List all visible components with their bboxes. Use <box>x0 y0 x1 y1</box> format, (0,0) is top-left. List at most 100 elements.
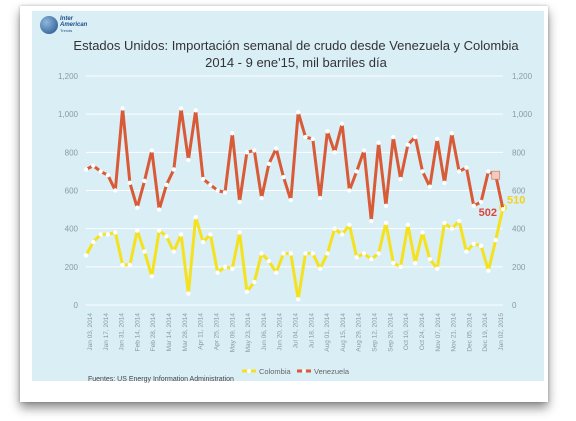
data-point-colombia <box>295 297 301 302</box>
data-point-colombia <box>237 230 242 235</box>
legend-marker <box>302 369 306 373</box>
last-value-label-venezuela: 502 <box>479 207 497 219</box>
data-point-venezuela <box>310 136 315 142</box>
data-point-colombia <box>105 232 111 237</box>
data-point-colombia <box>464 249 469 254</box>
data-point-venezuela <box>215 188 220 193</box>
data-point-colombia <box>376 251 381 256</box>
x-tick-label: Nov 07, 2014 <box>435 313 442 352</box>
data-point-venezuela <box>230 131 235 136</box>
x-tick-label: May 23, 2014 <box>245 313 252 353</box>
data-point-colombia <box>230 266 235 271</box>
data-point-colombia <box>478 243 484 249</box>
y-tick-label-left: 1,000 <box>58 110 79 119</box>
data-point-venezuela <box>398 176 403 182</box>
data-point-venezuela <box>471 203 476 208</box>
x-tick-label: Aug 01, 2014 <box>324 313 331 352</box>
data-point-colombia <box>493 237 498 243</box>
x-tick-label: Jul 04, 2014 <box>293 313 300 349</box>
x-tick-label: Feb 28, 2014 <box>150 313 157 352</box>
data-point-colombia <box>486 268 491 273</box>
data-point-colombia <box>222 264 228 270</box>
data-point-venezuela <box>259 195 264 201</box>
data-point-venezuela <box>244 150 250 155</box>
y-tick-label-left: 600 <box>65 187 79 196</box>
data-point-colombia <box>186 291 191 296</box>
data-point-venezuela <box>486 169 491 174</box>
data-point-venezuela <box>361 148 367 153</box>
chart-title: Estados Unidos: Importación semanal de c… <box>73 38 519 53</box>
data-point-venezuela <box>500 207 506 212</box>
data-point-venezuela <box>347 188 352 193</box>
x-tick-label: Oct 10, 2014 <box>403 313 410 351</box>
data-point-venezuela <box>288 197 294 203</box>
x-tick-label: Sep 26, 2014 <box>387 313 394 352</box>
data-point-colombia <box>156 228 162 233</box>
data-point-colombia <box>200 239 206 245</box>
legend-label-venezuela: Venezuela <box>314 367 350 376</box>
data-point-venezuela <box>142 178 147 184</box>
data-point-colombia <box>317 266 323 271</box>
brand-name: Inter American <box>60 16 88 28</box>
data-point-venezuela <box>252 148 257 153</box>
last-value-label-colombia: 510 <box>507 195 525 207</box>
data-point-venezuela <box>98 169 103 174</box>
x-tick-label: Jan 02, 2015 <box>498 313 505 351</box>
series-line-venezuela <box>85 106 505 223</box>
x-tick-label: Jan 17, 2014 <box>103 313 110 351</box>
data-point-venezuela <box>237 199 242 205</box>
data-point-venezuela <box>405 142 411 147</box>
data-point-venezuela <box>317 195 323 201</box>
data-point-colombia <box>274 270 279 275</box>
data-point-colombia <box>171 249 176 254</box>
x-tick-label: Dec 19, 2014 <box>482 313 489 352</box>
data-point-colombia <box>164 234 169 239</box>
legend-label-colombia: Colombia <box>259 367 292 376</box>
data-point-colombia <box>471 241 476 247</box>
y-tick-label-right: 1,200 <box>512 72 533 81</box>
highlight-marker-venezuela <box>491 170 501 180</box>
chart-subtitle: 2014 - 9 ene'15, mil barriles día <box>205 55 387 70</box>
x-tick-label: May 09, 2014 <box>229 313 236 353</box>
data-point-colombia <box>413 260 418 266</box>
data-point-colombia <box>142 249 147 254</box>
data-point-colombia <box>83 253 89 258</box>
data-point-venezuela <box>325 129 330 134</box>
data-point-venezuela <box>83 167 89 172</box>
data-point-venezuela <box>156 207 162 212</box>
x-tick-label: Nov 21, 2014 <box>451 313 458 352</box>
data-point-venezuela <box>339 121 345 126</box>
data-point-colombia <box>456 218 462 224</box>
data-point-venezuela <box>354 169 359 174</box>
data-point-colombia <box>259 251 264 256</box>
data-point-venezuela <box>135 205 140 210</box>
data-point-venezuela <box>222 190 228 195</box>
data-point-colombia <box>339 232 345 237</box>
data-point-venezuela <box>281 174 286 180</box>
data-point-colombia <box>281 251 286 256</box>
x-tick-label: Mar 14, 2014 <box>166 313 173 352</box>
x-tick-label: Jun 06, 2014 <box>261 313 268 351</box>
data-point-venezuela <box>427 184 433 189</box>
data-point-venezuela <box>149 148 155 153</box>
x-tick-label: Aug 15, 2014 <box>340 313 347 352</box>
x-tick-label: Apr 25, 2014 <box>213 313 220 351</box>
data-point-colombia <box>361 251 367 256</box>
y-tick-label-left: 400 <box>65 225 79 234</box>
x-tick-label: Aug 29, 2014 <box>356 313 363 352</box>
source-note: Fuentes: US Energy Information Administr… <box>88 376 234 383</box>
y-tick-label-right: 200 <box>512 263 526 272</box>
data-point-colombia <box>208 232 213 237</box>
data-point-venezuela <box>91 163 96 168</box>
data-point-colombia <box>135 228 140 233</box>
x-tick-label: Jun 20, 2014 <box>277 313 284 351</box>
y-tick-label-left: 200 <box>65 263 79 272</box>
data-point-venezuela <box>200 176 206 182</box>
data-point-colombia <box>383 220 389 226</box>
data-point-colombia <box>120 262 125 268</box>
y-tick-label-left: 0 <box>74 301 79 310</box>
data-point-colombia <box>369 257 374 262</box>
y-tick-label-right: 600 <box>512 187 526 196</box>
y-tick-label-left: 800 <box>65 148 79 157</box>
x-tick-label: Oct 24, 2014 <box>419 313 426 351</box>
